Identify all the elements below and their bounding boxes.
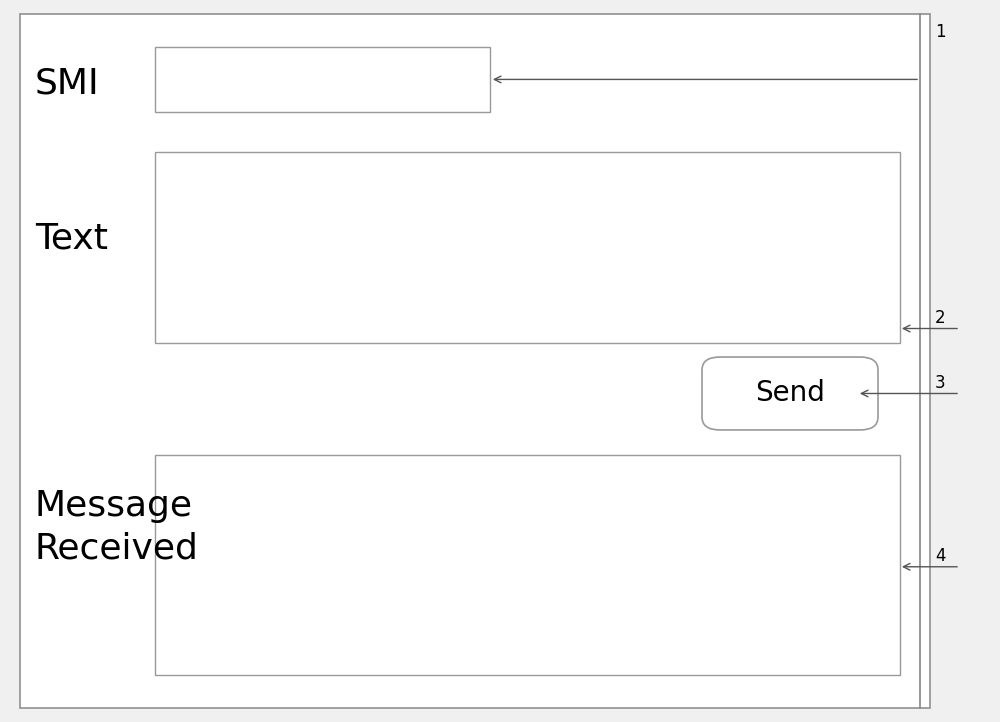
Text: SMI: SMI — [35, 66, 100, 100]
Text: Text: Text — [35, 221, 108, 256]
Text: 3: 3 — [935, 374, 946, 391]
Text: 1: 1 — [935, 24, 946, 41]
Bar — [155, 152, 900, 343]
Bar — [155, 455, 900, 675]
Text: 2: 2 — [935, 309, 946, 326]
FancyBboxPatch shape — [702, 357, 878, 430]
Bar — [155, 47, 490, 112]
Text: Message
Received: Message Received — [35, 489, 199, 565]
Text: 4: 4 — [935, 547, 946, 565]
Text: Send: Send — [755, 380, 825, 407]
